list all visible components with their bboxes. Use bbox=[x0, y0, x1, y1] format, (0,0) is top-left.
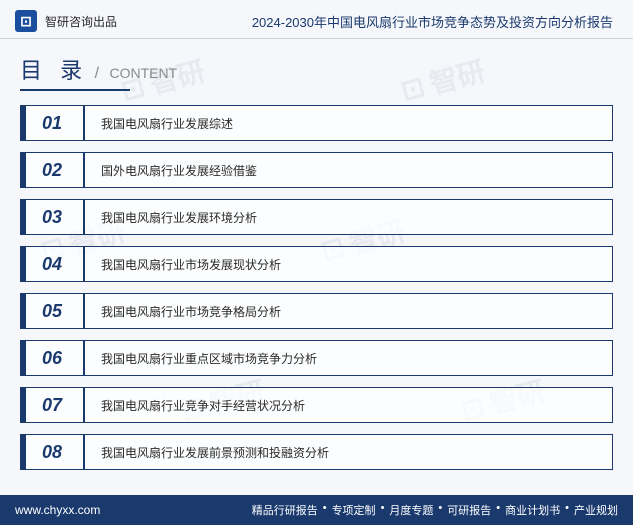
toc-item-06: 06 我国电风扇行业重点区域市场竞争力分析 bbox=[20, 340, 613, 376]
title-divider: / bbox=[95, 65, 99, 82]
title-underline bbox=[20, 89, 130, 91]
toc-num: 03 bbox=[21, 200, 85, 234]
toc-text: 我国电风扇行业市场发展现状分析 bbox=[85, 247, 612, 281]
toc-num: 06 bbox=[21, 341, 85, 375]
toc-item-05: 05 我国电风扇行业市场竞争格局分析 bbox=[20, 293, 613, 329]
toc-num: 08 bbox=[21, 435, 85, 469]
toc-item-07: 07 我国电风扇行业竞争对手经营状况分析 bbox=[20, 387, 613, 423]
toc-item-03: 03 我国电风扇行业发展环境分析 bbox=[20, 199, 613, 235]
footer: www.chyxx.com 精品行研报告 • 专项定制 • 月度专题 • 可研报… bbox=[0, 495, 633, 525]
footer-link-5: 产业规划 bbox=[574, 502, 618, 518]
brand-text: 智研咨询出品 bbox=[45, 13, 117, 30]
toc-num: 01 bbox=[21, 106, 85, 140]
footer-sep: • bbox=[381, 502, 385, 518]
toc-text: 我国电风扇行业市场竞争格局分析 bbox=[85, 294, 612, 328]
footer-link-0: 精品行研报告 bbox=[252, 502, 318, 518]
content-title-row: 目 录 / CONTENT bbox=[20, 53, 613, 85]
footer-link-4: 商业计划书 bbox=[505, 502, 560, 518]
footer-links: 精品行研报告 • 专项定制 • 月度专题 • 可研报告 • 商业计划书 • 产业… bbox=[252, 502, 618, 518]
footer-link-3: 可研报告 bbox=[447, 502, 491, 518]
footer-url: www.chyxx.com bbox=[15, 503, 100, 517]
footer-sep: • bbox=[438, 502, 442, 518]
toc-num: 07 bbox=[21, 388, 85, 422]
toc-text: 我国电风扇行业发展前景预测和投融资分析 bbox=[85, 435, 612, 469]
logo-icon: ⊡ bbox=[15, 10, 37, 32]
header-left: ⊡ 智研咨询出品 bbox=[15, 10, 117, 32]
content-title-section: 目 录 / CONTENT bbox=[0, 39, 633, 99]
toc-text: 我国电风扇行业竞争对手经营状况分析 bbox=[85, 388, 612, 422]
footer-sep: • bbox=[496, 502, 500, 518]
toc-num: 05 bbox=[21, 294, 85, 328]
toc-text: 我国电风扇行业发展综述 bbox=[85, 106, 612, 140]
toc-item-08: 08 我国电风扇行业发展前景预测和投融资分析 bbox=[20, 434, 613, 470]
toc-item-01: 01 我国电风扇行业发展综述 bbox=[20, 105, 613, 141]
toc-item-04: 04 我国电风扇行业市场发展现状分析 bbox=[20, 246, 613, 282]
report-title: 2024-2030年中国电风扇行业市场竞争态势及投资方向分析报告 bbox=[252, 12, 613, 31]
footer-sep: • bbox=[323, 502, 327, 518]
toc-list: 01 我国电风扇行业发展综述 02 国外电风扇行业发展经验借鉴 03 我国电风扇… bbox=[0, 99, 633, 487]
toc-text: 国外电风扇行业发展经验借鉴 bbox=[85, 153, 612, 187]
header: ⊡ 智研咨询出品 2024-2030年中国电风扇行业市场竞争态势及投资方向分析报… bbox=[0, 0, 633, 39]
toc-text: 我国电风扇行业重点区域市场竞争力分析 bbox=[85, 341, 612, 375]
footer-link-1: 专项定制 bbox=[332, 502, 376, 518]
toc-num: 04 bbox=[21, 247, 85, 281]
footer-sep: • bbox=[565, 502, 569, 518]
toc-item-02: 02 国外电风扇行业发展经验借鉴 bbox=[20, 152, 613, 188]
footer-link-2: 月度专题 bbox=[389, 502, 433, 518]
title-en: CONTENT bbox=[109, 65, 177, 81]
title-cn: 目 录 bbox=[20, 58, 88, 83]
toc-num: 02 bbox=[21, 153, 85, 187]
toc-text: 我国电风扇行业发展环境分析 bbox=[85, 200, 612, 234]
